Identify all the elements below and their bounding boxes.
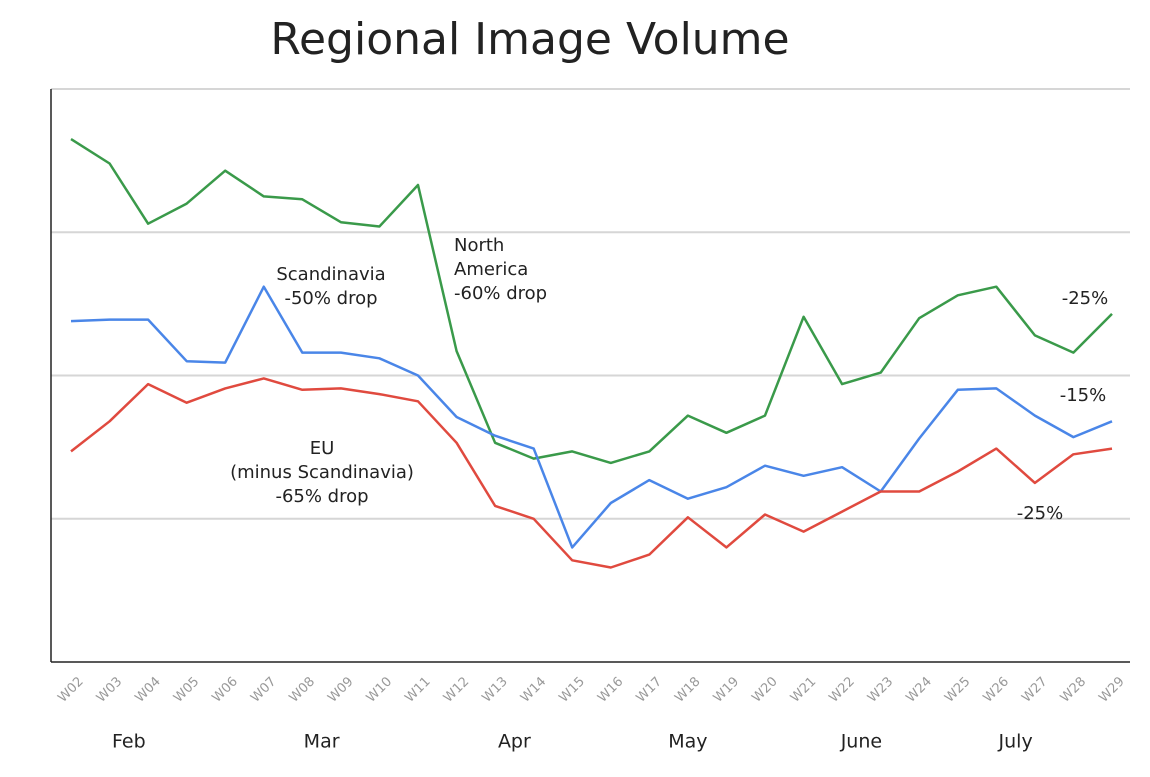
annotation: -60% drop <box>454 283 547 304</box>
x-tick-label: W13 <box>479 674 510 705</box>
x-tick-label: W06 <box>210 674 241 705</box>
annotation: -25% <box>1017 503 1064 524</box>
x-tick-label: W03 <box>94 674 125 705</box>
x-tick-label: W17 <box>634 674 665 705</box>
x-tick-label: W09 <box>325 674 356 705</box>
chart-title: Regional Image Volume <box>270 14 789 65</box>
x-tick-label: W19 <box>711 674 742 705</box>
x-tick-label: W12 <box>441 674 472 705</box>
x-tick-label: W16 <box>595 674 626 705</box>
x-tick-label: W25 <box>942 674 973 705</box>
x-tick-label: W15 <box>557 674 588 705</box>
x-tick-label: W08 <box>287 674 318 705</box>
x-tick-label: W24 <box>904 674 935 705</box>
annotation: (minus Scandinavia) <box>230 462 414 483</box>
annotation: North <box>454 235 504 256</box>
x-tick-label: W07 <box>248 674 279 705</box>
series-line <box>70 138 1113 465</box>
x-tick-label: W26 <box>981 674 1012 705</box>
x-tick-label: W14 <box>518 674 549 705</box>
x-tick-label: W11 <box>402 674 433 705</box>
month-label: June <box>840 731 882 753</box>
month-label: May <box>668 731 707 753</box>
x-tick-label: W02 <box>55 674 86 705</box>
x-tick-label: W23 <box>865 674 896 705</box>
month-label: July <box>998 731 1033 753</box>
month-label: Mar <box>304 731 340 753</box>
x-tick-label: W18 <box>672 674 703 705</box>
x-tick-label: W21 <box>788 674 819 705</box>
series-line <box>70 285 1113 549</box>
x-tick-label: W27 <box>1019 674 1050 705</box>
annotation: -65% drop <box>275 486 368 507</box>
annotation: -25% <box>1062 288 1109 309</box>
x-tick-label: W29 <box>1096 674 1127 705</box>
x-tick-label: W05 <box>171 674 202 705</box>
month-label: Apr <box>498 731 531 753</box>
x-tick-label: W20 <box>749 674 780 705</box>
series-line <box>70 377 1113 569</box>
annotation: America <box>454 259 528 280</box>
annotation: Scandinavia <box>276 264 385 285</box>
x-tick-label: W22 <box>826 674 857 705</box>
annotation: EU <box>310 438 335 459</box>
x-tick-label: W10 <box>364 674 395 705</box>
month-label: Feb <box>112 731 146 753</box>
annotation: -50% drop <box>284 288 377 309</box>
x-tick-label: W28 <box>1058 674 1089 705</box>
annotation: -15% <box>1060 385 1107 406</box>
x-tick-label: W04 <box>132 674 163 705</box>
